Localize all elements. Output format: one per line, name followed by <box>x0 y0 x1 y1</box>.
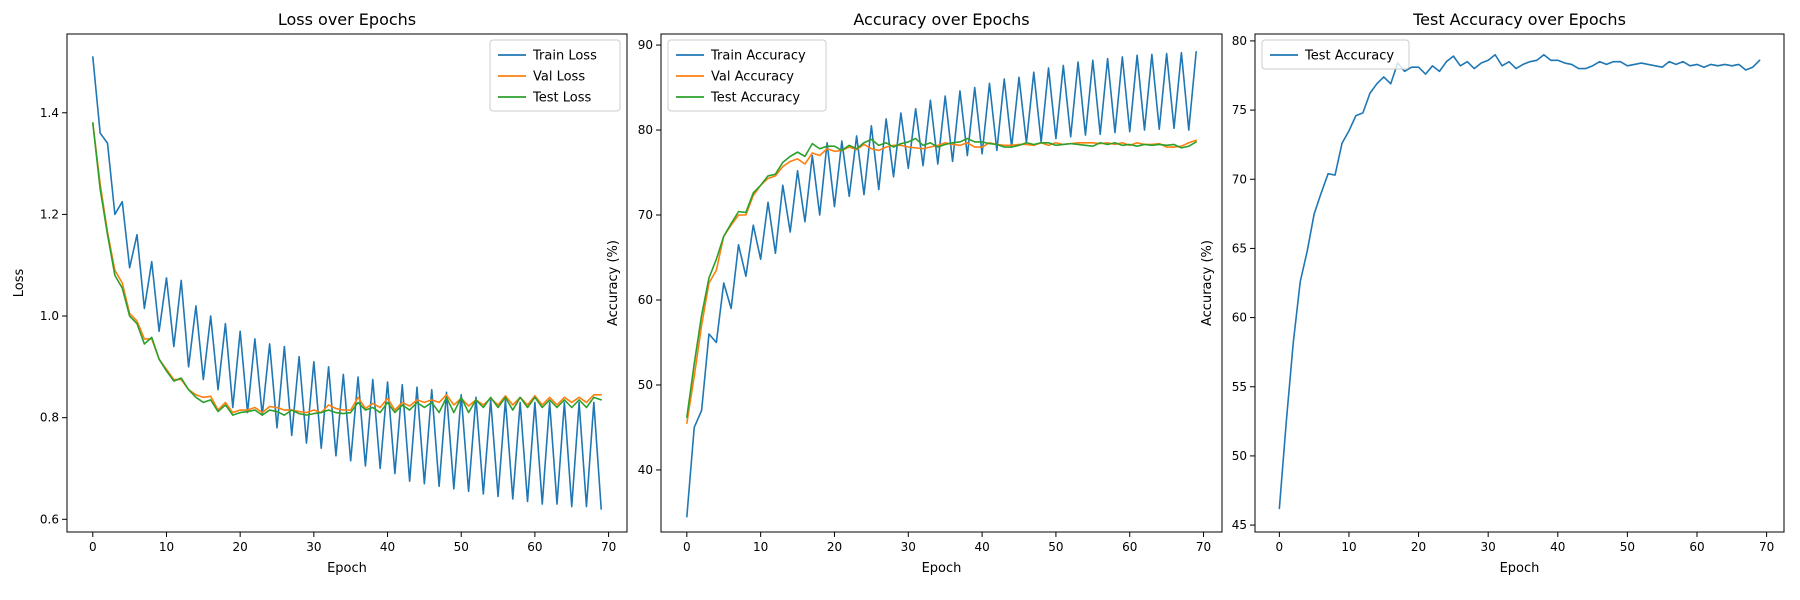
series-line-test-accuracy <box>1278 53 1761 510</box>
legend-label: Val Loss <box>533 70 585 85</box>
legend: Test Accuracy <box>1261 39 1410 70</box>
x-tick-label: 20 <box>827 540 842 554</box>
y-tick-label: 80 <box>1232 34 1247 48</box>
legend-label: Train Accuracy <box>710 49 806 64</box>
x-tick-label: 60 <box>1122 540 1137 554</box>
legend: Train Loss Val Loss Test Loss <box>489 39 621 112</box>
legend-label: Test Accuracy <box>1304 49 1394 64</box>
legend-label: Val Accuracy <box>711 70 794 85</box>
y-tick-label: 60 <box>1232 311 1247 325</box>
y-tick-label: 1.4 <box>40 106 59 120</box>
chart-title: Test Accuracy over Epochs <box>1412 10 1626 29</box>
y-tick-label: 65 <box>1232 241 1247 255</box>
x-axis-label: Epoch <box>922 561 962 576</box>
chart-title: Accuracy over Epochs <box>853 10 1029 29</box>
y-tick-label: 75 <box>1232 103 1247 117</box>
x-tick-label: 50 <box>1048 540 1063 554</box>
x-tick-label: 70 <box>1196 540 1211 554</box>
x-tick-label: 30 <box>306 540 321 554</box>
legend-label: Test Accuracy <box>710 91 800 106</box>
legend-label: Test Loss <box>532 91 591 106</box>
x-axis-label: Epoch <box>1500 561 1540 576</box>
legend-box <box>489 39 621 112</box>
chart-panel-3: 0 10 20 30 40 50 60 70 45 50 55 60 65 70 75 80 Test Accu… <box>1200 10 1785 576</box>
x-tick-label: 70 <box>601 540 616 554</box>
y-tick-label: 90 <box>638 38 653 52</box>
series-line-test-accuracy <box>686 137 1197 419</box>
series-line-test-loss <box>91 122 603 416</box>
x-tick-label: 60 <box>1689 540 1704 554</box>
y-tick-label: 50 <box>638 378 653 392</box>
x-tick-label: 0 <box>1276 540 1284 554</box>
x-tick-label: 60 <box>527 540 542 554</box>
x-tick-label: 30 <box>901 540 916 554</box>
y-tick-label: 50 <box>1232 449 1247 463</box>
chart-panel-1: 0 10 20 30 40 50 60 70 0.6 0.8 1.0 1.2 1.4 Loss over … <box>12 10 628 576</box>
x-tick-label: 10 <box>159 540 174 554</box>
series-line-val-loss <box>91 122 603 414</box>
y-tick-label: 55 <box>1232 380 1247 394</box>
y-tick-label: 40 <box>638 463 653 477</box>
y-tick-label: 60 <box>638 293 653 307</box>
legend-box <box>1261 39 1410 70</box>
y-tick-label: 0.6 <box>40 512 59 526</box>
y-tick-label: 70 <box>1232 172 1247 186</box>
y-tick-label: 0.8 <box>40 411 59 425</box>
y-axis-label: Accuracy (%) <box>1200 240 1215 326</box>
x-tick-label: 0 <box>683 540 691 554</box>
y-tick-label: 80 <box>638 123 653 137</box>
plot-frame <box>66 33 628 533</box>
x-tick-label: 30 <box>1481 540 1496 554</box>
series-line-train-loss <box>91 56 603 510</box>
y-tick-label: 45 <box>1232 518 1247 532</box>
series-line-train-accuracy <box>686 51 1197 518</box>
x-tick-label: 50 <box>454 540 469 554</box>
chart-title: Loss over Epochs <box>278 10 416 29</box>
chart-panel-2: 0 10 20 30 40 50 60 70 40 50 60 70 80 90 Accuracy over… <box>606 10 1223 576</box>
legend-box <box>667 39 827 112</box>
x-tick-label: 50 <box>1620 540 1635 554</box>
x-tick-label: 40 <box>1550 540 1565 554</box>
x-tick-label: 40 <box>380 540 395 554</box>
y-tick-label: 1.2 <box>40 207 59 221</box>
y-tick-label: 1.0 <box>40 309 59 323</box>
x-tick-label: 70 <box>1759 540 1774 554</box>
x-axis-label: Epoch <box>327 561 367 576</box>
y-axis-label: Accuracy (%) <box>606 240 621 326</box>
y-tick-label: 70 <box>638 208 653 222</box>
x-tick-label: 10 <box>1341 540 1356 554</box>
x-tick-label: 0 <box>89 540 97 554</box>
y-axis-label: Loss <box>12 269 27 298</box>
legend-label: Train Loss <box>532 49 597 64</box>
legend: Train Accuracy Val Accuracy Test Accuracy <box>667 39 827 112</box>
x-tick-label: 20 <box>233 540 248 554</box>
plot-frame <box>660 33 1223 533</box>
x-tick-label: 10 <box>753 540 768 554</box>
x-tick-label: 20 <box>1411 540 1426 554</box>
x-tick-label: 40 <box>974 540 989 554</box>
plot-frame <box>1254 33 1785 533</box>
